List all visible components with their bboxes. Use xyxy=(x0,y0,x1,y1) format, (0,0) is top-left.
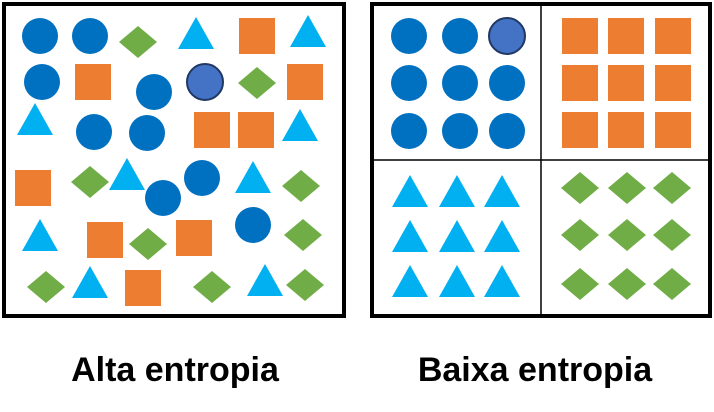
green-diamond xyxy=(119,26,157,58)
cyan-triangle xyxy=(392,220,428,252)
blue-circle xyxy=(391,18,427,54)
orange-square xyxy=(562,65,598,101)
orange-square xyxy=(87,222,123,258)
blue-circle xyxy=(22,18,58,54)
cyan-triangle xyxy=(392,175,428,207)
orange-square xyxy=(562,18,598,54)
cyan-triangle xyxy=(72,266,108,298)
cyan-triangle xyxy=(392,265,428,297)
cyan-triangle xyxy=(439,220,475,252)
green-diamond xyxy=(561,172,599,204)
orange-square xyxy=(608,18,644,54)
green-diamond xyxy=(608,219,646,251)
orange-square xyxy=(176,220,212,256)
high-entropy-label: Alta entropia xyxy=(71,351,279,389)
blue-circle xyxy=(145,180,181,216)
highlighted-circle xyxy=(186,63,224,101)
orange-square xyxy=(655,18,691,54)
green-diamond xyxy=(653,268,691,300)
orange-square xyxy=(15,170,51,206)
green-diamond xyxy=(193,271,231,303)
cyan-triangle xyxy=(484,175,520,207)
cyan-triangle xyxy=(22,219,58,251)
green-diamond xyxy=(561,219,599,251)
green-diamond xyxy=(238,67,276,99)
highlighted-circle xyxy=(488,17,526,55)
orange-square xyxy=(194,112,230,148)
cyan-triangle xyxy=(439,265,475,297)
blue-circle xyxy=(76,114,112,150)
blue-circle xyxy=(489,113,525,149)
cyan-triangle xyxy=(17,103,53,135)
blue-circle xyxy=(442,113,478,149)
cyan-triangle xyxy=(484,265,520,297)
green-diamond xyxy=(608,268,646,300)
blue-circle xyxy=(391,113,427,149)
orange-square xyxy=(562,112,598,148)
green-diamond xyxy=(653,172,691,204)
blue-circle xyxy=(391,65,427,101)
orange-square xyxy=(125,270,161,306)
cyan-triangle xyxy=(178,17,214,49)
green-diamond xyxy=(608,172,646,204)
blue-circle xyxy=(442,65,478,101)
orange-square xyxy=(238,112,274,148)
blue-circle xyxy=(129,115,165,151)
green-diamond xyxy=(27,271,65,303)
low-entropy-label: Baixa entropia xyxy=(417,351,653,389)
cyan-triangle xyxy=(484,220,520,252)
green-diamond xyxy=(71,166,109,198)
green-diamond xyxy=(286,269,324,301)
orange-square xyxy=(239,18,275,54)
cyan-triangle xyxy=(247,264,283,296)
cyan-triangle xyxy=(235,161,271,193)
green-diamond xyxy=(282,170,320,202)
green-diamond xyxy=(129,228,167,260)
cyan-triangle xyxy=(109,158,145,190)
blue-circle xyxy=(184,160,220,196)
green-diamond xyxy=(284,219,322,251)
orange-square xyxy=(655,65,691,101)
blue-circle xyxy=(442,18,478,54)
orange-square xyxy=(608,65,644,101)
cyan-triangle xyxy=(290,15,326,47)
orange-square xyxy=(75,64,111,100)
blue-circle xyxy=(136,74,172,110)
high-entropy-frame xyxy=(2,2,346,318)
green-diamond xyxy=(561,268,599,300)
green-diamond xyxy=(653,219,691,251)
cyan-triangle xyxy=(282,109,318,141)
high-entropy-panel xyxy=(2,2,346,318)
blue-circle xyxy=(489,65,525,101)
low-entropy-panel xyxy=(370,2,712,318)
orange-square xyxy=(655,112,691,148)
blue-circle xyxy=(72,18,108,54)
blue-circle xyxy=(235,207,271,243)
orange-square xyxy=(287,64,323,100)
blue-circle xyxy=(24,64,60,100)
orange-square xyxy=(608,112,644,148)
cyan-triangle xyxy=(439,175,475,207)
